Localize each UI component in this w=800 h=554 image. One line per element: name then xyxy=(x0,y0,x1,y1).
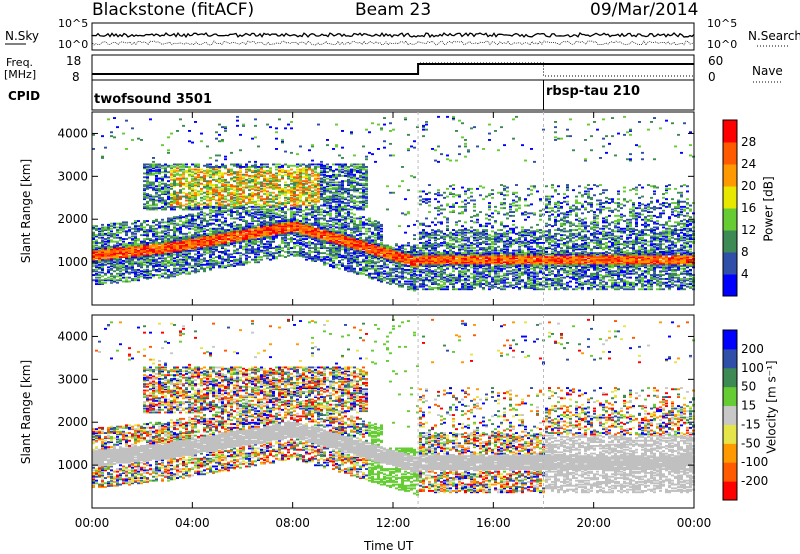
sky-search-panel xyxy=(5,22,790,51)
velocity-cbar-tick-label: -50 xyxy=(741,436,761,450)
nave-tick-0: 0 xyxy=(708,70,716,84)
power-cbar-swatch xyxy=(723,164,737,187)
x-tick-label: 16:00 xyxy=(476,516,511,530)
velocity-cbar-swatch xyxy=(723,405,737,425)
search-tick-top: 10^5 xyxy=(707,17,738,30)
velocity-cbar-swatch xyxy=(723,330,737,350)
power-colorbar: 4 8 12 16 20 24 28 xyxy=(722,119,756,297)
velocity-cbar-swatch xyxy=(723,424,737,444)
cpid-label: CPID xyxy=(8,89,41,103)
y-tick-label: 2000 xyxy=(57,212,88,226)
velocity-colorbar: -200 -100 -50 -15 15 50 100 200 xyxy=(722,329,768,501)
power-cbar-swatch xyxy=(723,120,737,143)
nave-label: Nave xyxy=(752,64,783,78)
x-tick-label: 12:00 xyxy=(376,516,411,530)
freq-unit-label: [MHz] xyxy=(4,68,37,81)
y-tick-label: 1000 xyxy=(57,255,88,269)
nave-tick-60: 60 xyxy=(708,54,724,68)
power-cbar-swatch xyxy=(723,252,737,275)
y-tick-label: 2000 xyxy=(57,415,88,429)
power-plot: 1000 2000 3000 4000 xyxy=(57,111,695,306)
velocity-cbar-frame xyxy=(722,329,738,501)
date-title: 09/Mar/2014 xyxy=(590,0,699,20)
velocity-cbar-tick-label: 15 xyxy=(741,399,756,413)
y-tick-label: 4000 xyxy=(57,126,88,140)
y-tick-label: 3000 xyxy=(57,169,88,183)
velocity-cbar-swatch xyxy=(723,386,737,407)
freq-label: Freq. xyxy=(6,56,34,69)
velocity-cbar-tick-label: 100 xyxy=(741,361,764,375)
search-tick-bottom: 10^0 xyxy=(707,38,738,51)
n-sky-line xyxy=(91,31,695,39)
freq-nave-panel xyxy=(91,54,782,83)
power-cbar-tick-label: 20 xyxy=(741,179,756,193)
velocity-cbar-swatch xyxy=(723,462,737,482)
x-tick-label: 20:00 xyxy=(576,516,611,530)
velocity-cbar-tick-label: -200 xyxy=(741,474,768,488)
x-tick-label: 04:00 xyxy=(175,516,210,530)
velocity-plot: 1000 2000 3000 4000 00:00 04:00 08:00 12:00 16:0… xyxy=(57,314,712,530)
velocity-cbar-swatch xyxy=(723,481,737,501)
velocity-cbar-tick-label: 50 xyxy=(741,380,756,394)
power-cbar-swatch xyxy=(723,208,737,231)
power-cbar-tick-label: 24 xyxy=(741,157,756,171)
power-cbar-swatch xyxy=(723,186,737,209)
velocity-cbar-tick-label: -100 xyxy=(741,455,768,469)
power-cbar-frame xyxy=(722,119,738,297)
power-cbar-tick-label: 28 xyxy=(741,135,756,149)
power-ylabel: Slant Range [km] xyxy=(19,158,34,264)
power-cbar-label: Power [dB] xyxy=(761,176,776,242)
power-cbar-swatch xyxy=(723,230,737,253)
power-cbar-tick-label: 8 xyxy=(741,245,749,259)
freq-line xyxy=(92,63,694,75)
station-title: Blackstone (fitACF) xyxy=(92,0,255,20)
nave-line xyxy=(92,62,694,77)
sky-panel-frame xyxy=(91,22,695,51)
velocity-cbar-tick-label: -15 xyxy=(741,417,761,431)
y-tick-label: 1000 xyxy=(57,458,88,472)
freq-tick-18: 18 xyxy=(66,54,82,68)
freq-tick-8: 8 xyxy=(72,70,80,84)
time-xlabel: Time UT xyxy=(364,539,414,553)
velocity-cbar-swatch xyxy=(723,367,737,388)
x-tick-label: 00:00 xyxy=(75,516,110,530)
n-sky-label: N.Sky xyxy=(5,29,40,43)
velocity-cbar-swatch xyxy=(723,348,737,369)
cpid-frame xyxy=(91,79,695,111)
velocity-ylabel: Slant Range [km] xyxy=(19,359,34,465)
cpid-program-2: rbsp-tau 210 xyxy=(546,84,641,99)
velocity-cbar-label: Velocity [m s⁻¹] xyxy=(764,360,779,454)
sky-tick-top: 10^5 xyxy=(58,17,89,30)
x-tick-label: 08:00 xyxy=(275,516,310,530)
cpid-panel xyxy=(91,79,695,111)
cpid-program-1: twofsound 3501 xyxy=(94,92,213,107)
power-cbar-tick-label: 12 xyxy=(741,223,756,237)
velocity-cbar-swatch xyxy=(723,443,737,463)
velocity-cbar-tick-label: 200 xyxy=(741,342,764,356)
power-cbar-swatch xyxy=(723,142,737,165)
power-cbar-tick-label: 16 xyxy=(741,201,756,215)
freq-panel-frame xyxy=(91,54,695,81)
power-cbar-swatch xyxy=(723,274,737,297)
power-cbar-tick-label: 4 xyxy=(741,267,749,281)
n-search-line xyxy=(91,40,695,46)
n-search-label: N.Search xyxy=(748,29,800,43)
y-tick-label: 3000 xyxy=(57,372,88,386)
sky-tick-bottom: 10^0 xyxy=(58,38,89,51)
x-tick-label: 00:00 xyxy=(677,516,712,530)
beam-title: Beam 23 xyxy=(355,0,432,20)
y-tick-label: 4000 xyxy=(57,329,88,343)
